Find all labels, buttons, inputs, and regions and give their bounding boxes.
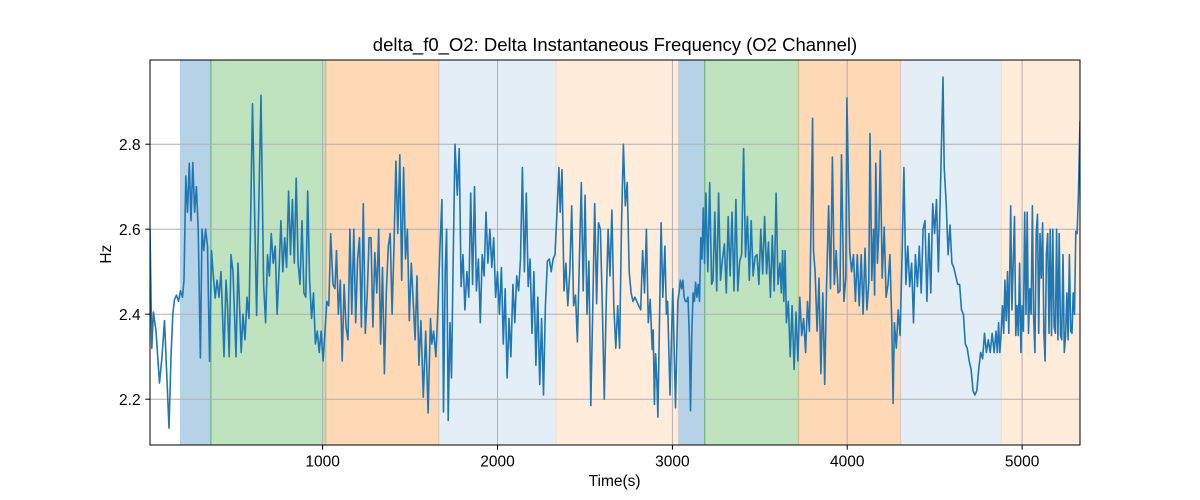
svg-text:2.2: 2.2 bbox=[119, 392, 141, 409]
svg-text:3000: 3000 bbox=[655, 454, 690, 471]
svg-text:2.8: 2.8 bbox=[119, 137, 141, 154]
svg-text:2.4: 2.4 bbox=[119, 307, 141, 324]
svg-text:2.6: 2.6 bbox=[119, 222, 141, 239]
svg-text:5000: 5000 bbox=[1005, 454, 1040, 471]
svg-text:delta_f0_O2: Delta Instantaneo: delta_f0_O2: Delta Instantaneous Frequen… bbox=[373, 34, 857, 56]
svg-text:4000: 4000 bbox=[830, 454, 865, 471]
svg-text:Time(s): Time(s) bbox=[589, 473, 641, 490]
svg-text:1000: 1000 bbox=[305, 454, 340, 471]
svg-text:2000: 2000 bbox=[480, 454, 515, 471]
svg-text:Hz: Hz bbox=[98, 245, 115, 264]
